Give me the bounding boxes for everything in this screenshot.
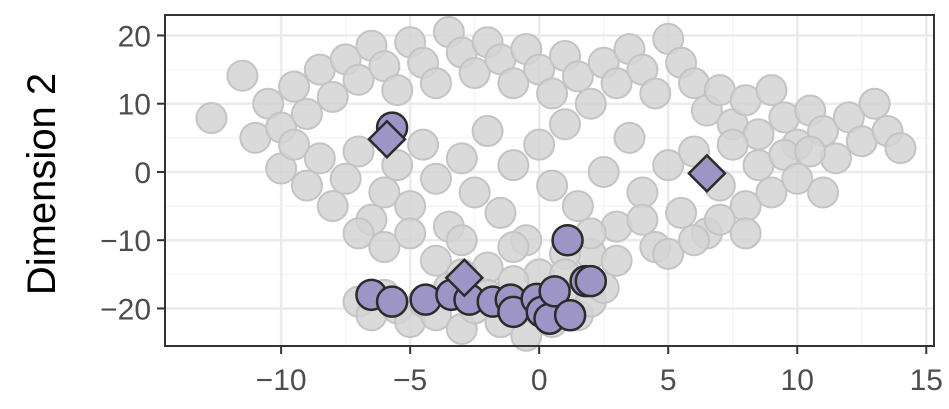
highlight-diamond-point [687,153,727,194]
highlight-point [553,299,587,332]
background-point [678,224,711,257]
x-tick-label: −10 [256,364,307,397]
background-point [497,231,530,264]
background-point [484,196,517,229]
background-point [729,217,762,250]
background-point [419,67,452,100]
highlighted-points [355,111,727,335]
panel-border [164,14,935,347]
background-point [278,70,311,103]
x-axis-ticks: −10 −5 0 5 10 15 [256,346,943,397]
background-point [626,176,659,209]
background-point [548,108,581,141]
x-tick-label: −5 [393,364,427,397]
background-point [600,244,633,277]
background-point [794,135,827,168]
background-point [278,128,311,161]
x-tick-label: 0 [531,364,548,397]
highlight-diamond-point [367,119,407,159]
background-point [652,149,685,182]
highlight-point [551,223,584,257]
background-point [471,115,504,148]
background-point [316,80,349,113]
background-point [394,190,427,223]
background-point [600,67,633,100]
background-point [561,190,594,223]
background-point [381,149,414,182]
background-point [226,59,259,92]
background-point [536,77,569,110]
x-tick-label: 5 [660,364,677,397]
background-point [368,231,401,264]
highlight-point [375,285,409,318]
y-tick-label: −20 [100,293,151,326]
background-point [561,60,594,93]
background-point [329,162,362,195]
highlight-point [574,264,608,298]
background-point [368,176,401,209]
background-point [497,149,530,182]
background-point [626,203,659,236]
background-point [419,244,452,277]
background-point [665,196,698,229]
background-point [381,74,414,107]
background-point [884,132,917,165]
highlight-diamond-point [444,257,485,298]
y-tick-label: 10 [118,89,151,122]
background-point [458,176,491,209]
y-tick-label: 20 [118,20,151,53]
background-point [781,162,814,195]
background-point [290,169,323,202]
background-point [303,142,336,175]
background-point [445,142,478,175]
background-point [703,203,736,236]
x-tick-label: 15 [910,364,943,397]
background-point [497,67,530,100]
background-point [716,128,749,161]
background-point [755,176,788,209]
background-point [316,190,349,223]
background-point [394,217,427,250]
background-point [858,87,891,120]
background-point [419,162,452,195]
background-point [342,63,375,96]
background-point [652,237,685,270]
y-tick-label: 0 [134,157,151,190]
background-point [523,128,556,161]
highlight-point [538,275,571,308]
background-point [807,176,840,209]
background-point [445,224,478,257]
y-axis-title: Dimension 2 [20,73,64,295]
y-axis-ticks: −20 −10 0 10 20 [100,20,165,326]
y-tick-label: −10 [100,225,151,258]
background-point [458,57,491,90]
background-point [195,102,228,135]
background-point [342,217,375,250]
x-tick-label: 10 [781,364,814,397]
background-point [613,121,646,154]
background-point [639,77,672,110]
background-point [290,97,323,130]
background-point [587,155,620,188]
background-point [755,74,788,107]
background-point [342,135,375,168]
background-point [407,128,440,161]
background-point [536,169,569,202]
background-point [574,87,607,120]
